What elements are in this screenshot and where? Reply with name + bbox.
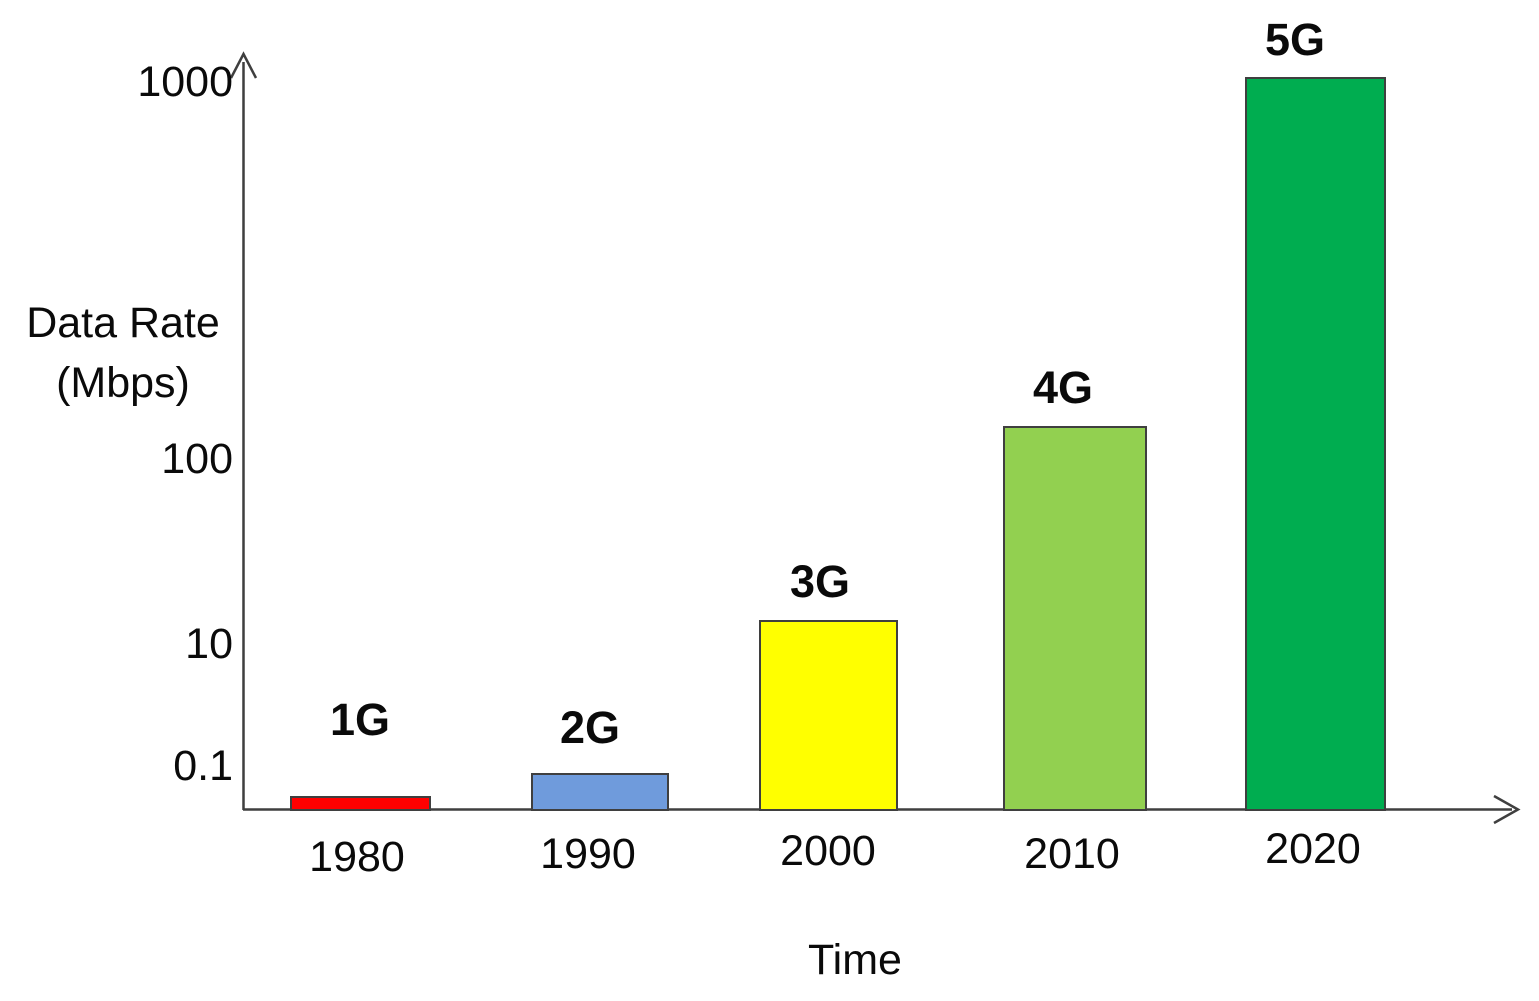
y-axis-title-line1: Data Rate xyxy=(26,299,220,347)
bar-4g xyxy=(1003,426,1147,811)
y-tick-1000: 1000 xyxy=(137,58,233,106)
y-tick-0.1: 0.1 xyxy=(173,742,233,790)
y-axis-title-line2: (Mbps) xyxy=(56,359,190,407)
y-axis-arrow-icon xyxy=(229,51,258,79)
bar-3g xyxy=(759,620,898,811)
y-tick-10: 10 xyxy=(185,620,233,668)
bar-label-2g: 2G xyxy=(559,702,621,753)
bar-1g xyxy=(290,796,431,811)
x-tick-2010: 2010 xyxy=(1024,830,1120,878)
bar-label-5g: 5G xyxy=(1264,14,1326,65)
x-tick-2020: 2020 xyxy=(1265,825,1361,873)
x-tick-1980: 1980 xyxy=(309,833,405,881)
bar-2g xyxy=(531,773,669,811)
y-axis-title: Data Rate (Mbps) xyxy=(0,293,246,413)
x-tick-1990: 1990 xyxy=(540,830,636,878)
bar-label-4g: 4G xyxy=(1032,362,1094,413)
x-axis-arrow-icon xyxy=(1493,794,1521,825)
bar-5g xyxy=(1245,77,1386,811)
bar-label-1g: 1G xyxy=(329,694,391,745)
x-tick-2000: 2000 xyxy=(780,827,876,875)
bar-label-3g: 3G xyxy=(789,556,851,607)
y-tick-100: 100 xyxy=(161,435,233,483)
x-axis-title: Time xyxy=(808,936,902,984)
